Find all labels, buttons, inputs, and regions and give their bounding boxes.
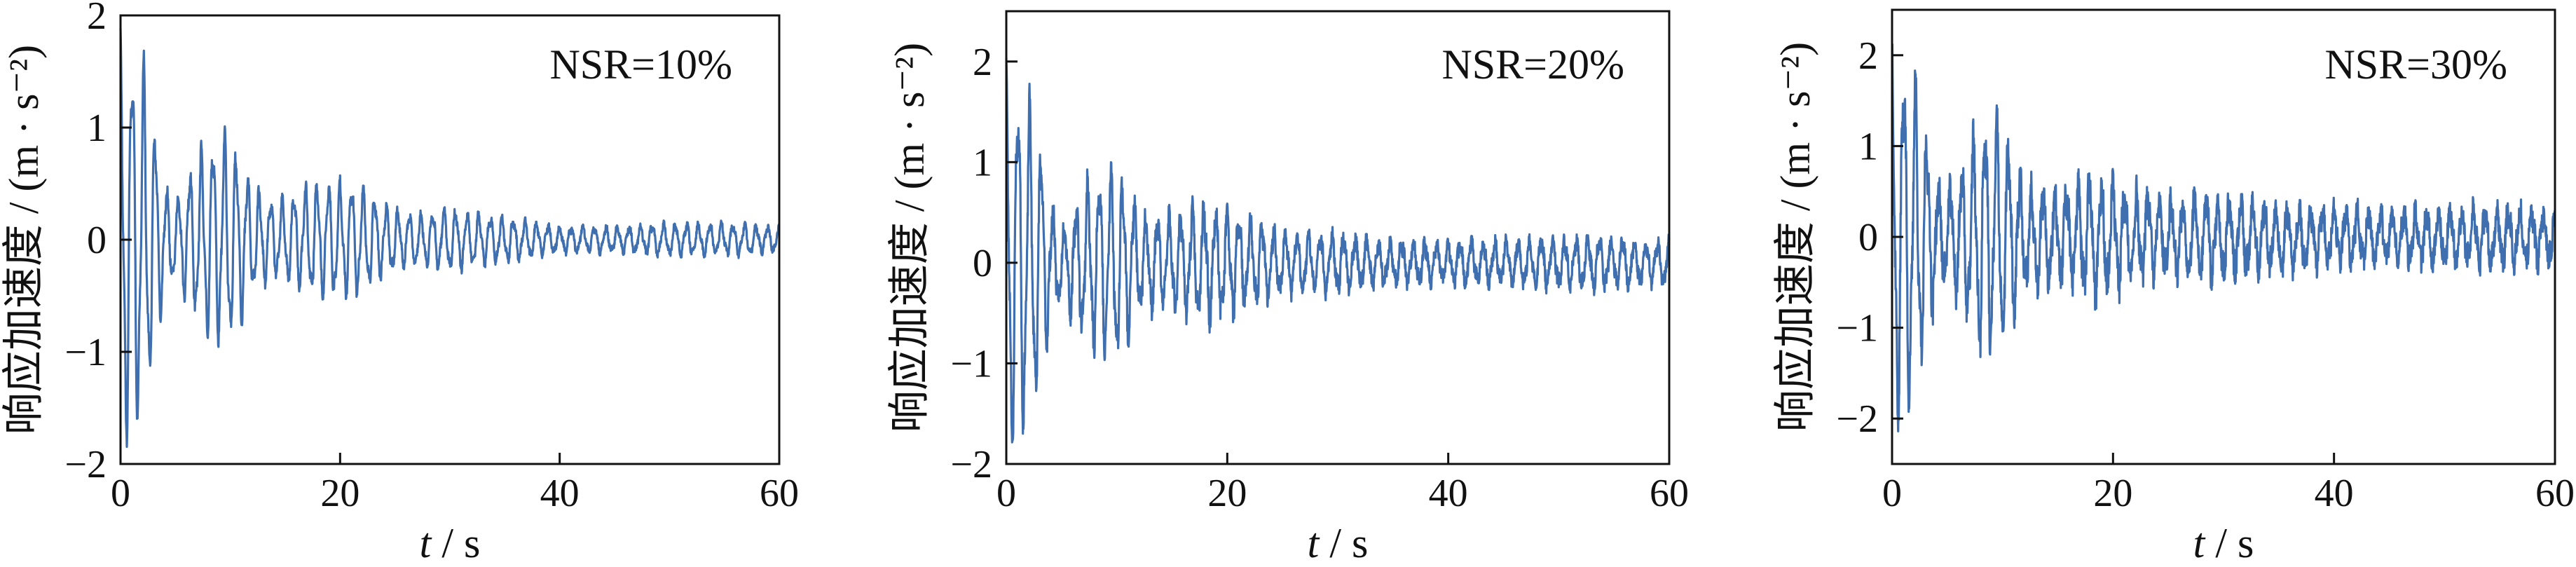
y-tick-label: −2 (64, 443, 107, 486)
y-tick-label: −1 (64, 331, 107, 374)
x-tick-label: 0 (1882, 472, 1902, 515)
series-line (1891, 43, 2556, 432)
y-tick-label: −2 (950, 443, 992, 486)
x-axis-label-symbol: t (2193, 520, 2206, 566)
x-tick-label: 60 (2535, 472, 2575, 515)
y-axis-label: 响应加速度 / (m · s⁻²) (1772, 42, 1818, 432)
x-axis-label-unit: / s (2205, 520, 2254, 566)
y-tick-label: 2 (973, 41, 992, 84)
x-tick-label: 0 (111, 472, 130, 515)
y-tick-label: −1 (1836, 307, 1878, 350)
y-tick-label: 1 (973, 141, 992, 184)
x-axis-label: t / s (420, 520, 481, 566)
x-axis-label: t / s (1308, 520, 1369, 566)
y-tick-label: 0 (973, 242, 992, 285)
x-tick-label: 20 (320, 472, 359, 515)
y-tick-label: 1 (87, 107, 107, 150)
y-tick-label: 0 (1858, 216, 1878, 259)
x-tick-label: 60 (760, 472, 799, 515)
nsr-annotation: NSR=30% (2324, 41, 2507, 88)
x-tick-label: 20 (1207, 472, 1247, 515)
panel-nsr-30: 响应加速度 / (m · s⁻²) NSR=30% t / s 0 20 40 60−… (1772, 8, 2575, 566)
y-tick-label: −2 (1836, 397, 1878, 441)
x-tick-label: 20 (2093, 472, 2132, 515)
y-tick-label: 1 (1858, 125, 1878, 168)
x-tick-label: 0 (996, 472, 1016, 515)
x-axis-label-symbol: t (420, 520, 432, 566)
y-tick-label: 2 (87, 0, 107, 38)
y-tick-label: −1 (950, 342, 992, 385)
panel-nsr-20: 响应加速度 / (m · s⁻²) NSR=20% t / s 0 20 40 60−… (886, 10, 1689, 566)
x-axis-label-unit: / s (1319, 520, 1368, 566)
series-line (119, 28, 781, 449)
plot-frame (1005, 10, 1671, 465)
y-tick-label: 2 (1858, 34, 1878, 78)
x-tick-label: 40 (1429, 472, 1468, 515)
nsr-annotation: NSR=10% (549, 41, 732, 88)
y-axis-label: 响应加速度 / (m · s⁻²) (886, 43, 933, 432)
x-tick-label: 60 (1650, 472, 1689, 515)
series-line (1005, 57, 1671, 444)
x-tick-label: 40 (540, 472, 580, 515)
panel-nsr-10: 响应加速度 / (m · s⁻²) NSR=10% t / s 0 20 40 60−… (1, 0, 799, 566)
y-tick-label: 0 (87, 219, 107, 262)
x-axis-label: t / s (2193, 520, 2254, 566)
x-tick-label: 40 (2315, 472, 2354, 515)
y-axis-label: 响应加速度 / (m · s⁻²) (1, 45, 47, 435)
x-axis-label-unit: / s (431, 520, 480, 566)
x-axis-label-symbol: t (1308, 520, 1320, 566)
nsr-annotation: NSR=20% (1441, 41, 1624, 88)
